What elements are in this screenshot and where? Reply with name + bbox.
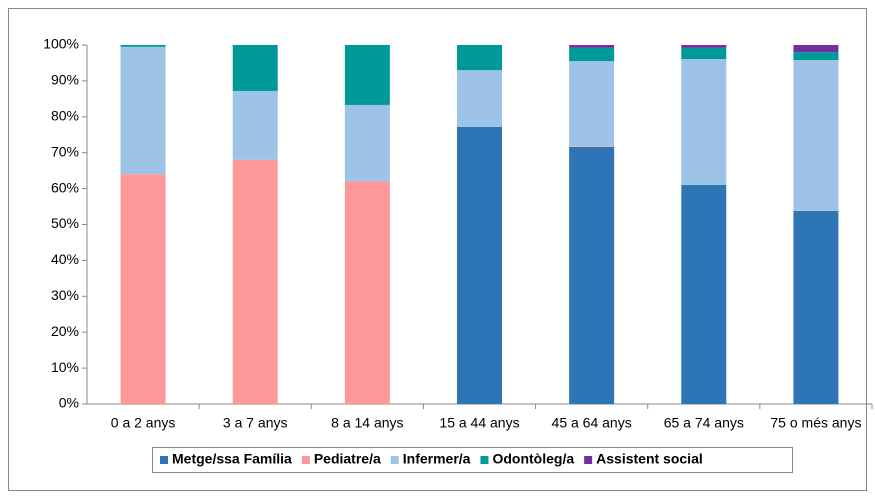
y-tick-label: 100% xyxy=(43,36,79,52)
bar-segment xyxy=(120,46,166,175)
bar-segment xyxy=(344,104,390,182)
legend-label: Metge/ssa Família xyxy=(172,451,292,467)
y-tick-label: 70% xyxy=(51,143,79,159)
legend-box xyxy=(152,447,793,473)
x-tick-label: 0 a 2 anys xyxy=(111,415,176,431)
legend-label: Pediatre/a xyxy=(314,451,381,467)
bar-segment xyxy=(681,185,727,404)
x-tick-label: 15 a 44 anys xyxy=(439,415,519,431)
y-tick-label: 0% xyxy=(59,395,79,411)
y-tick-label: 30% xyxy=(51,287,79,303)
bar-segment xyxy=(793,60,839,211)
y-tick-label: 60% xyxy=(51,179,79,195)
x-tick-label: 65 a 74 anys xyxy=(664,415,744,431)
legend-label: Assistent social xyxy=(596,451,703,467)
legend-swatch xyxy=(301,456,310,464)
x-tick-label: 75 o més anys xyxy=(770,415,861,431)
y-tick-label: 10% xyxy=(51,359,79,375)
bar-segment xyxy=(457,126,502,405)
y-tick-label: 40% xyxy=(51,251,79,267)
y-tick-label: 50% xyxy=(51,215,79,231)
x-tick-label: 45 a 64 anys xyxy=(552,415,632,431)
bar-segment xyxy=(793,45,839,53)
y-tick-label: 20% xyxy=(51,323,79,339)
legend-swatch xyxy=(160,456,168,464)
y-tick-label: 80% xyxy=(51,108,79,124)
bar-segment xyxy=(232,90,278,160)
bar-segment xyxy=(120,45,166,47)
bar-segment xyxy=(344,181,390,404)
bar-segment xyxy=(569,47,615,62)
bar-segment xyxy=(793,210,839,404)
bar-segment xyxy=(232,45,278,91)
bar-segment xyxy=(569,146,615,147)
y-tick-label: 90% xyxy=(51,72,79,88)
bar-segment xyxy=(457,45,502,71)
bar-segment xyxy=(569,45,615,48)
bar-segment xyxy=(681,47,727,60)
bar-segment xyxy=(457,70,502,127)
bar-segment xyxy=(569,146,615,404)
x-tick-label: 8 a 14 anys xyxy=(331,415,403,431)
legend-swatch xyxy=(480,456,489,464)
bar-segment xyxy=(681,59,727,186)
legend-swatch xyxy=(584,456,593,464)
legend-label: Infermer/a xyxy=(403,451,471,467)
bar-segment xyxy=(793,52,839,61)
legend-label: Odontòleg/a xyxy=(492,451,574,467)
x-tick-label: 3 a 7 anys xyxy=(223,415,288,431)
bar-segment xyxy=(120,174,166,404)
bar-segment xyxy=(232,159,278,404)
bar-segment xyxy=(344,45,390,105)
legend-swatch xyxy=(390,456,399,464)
bar-segment xyxy=(681,45,727,48)
bar-segment xyxy=(569,61,615,147)
